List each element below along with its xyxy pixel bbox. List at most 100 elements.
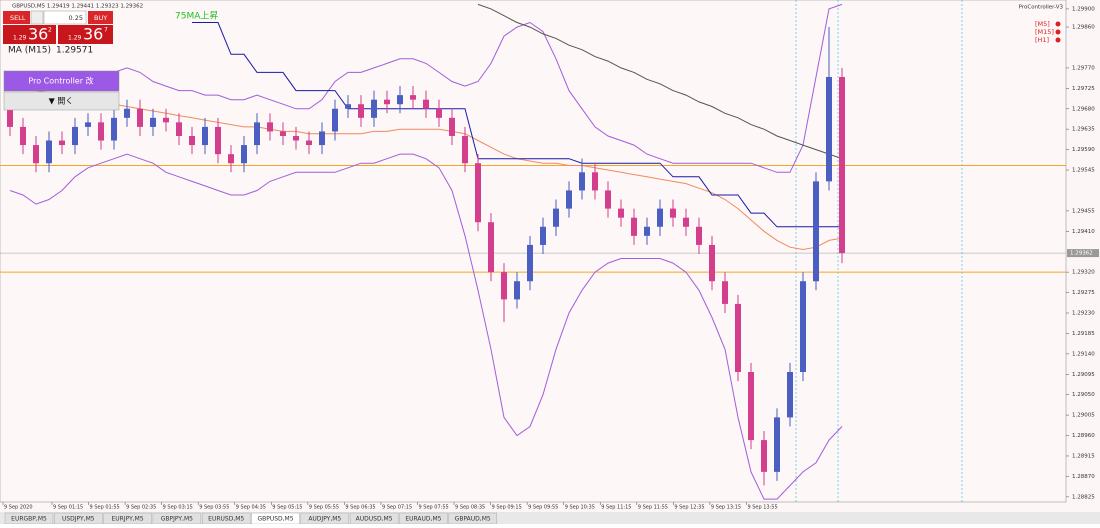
y-tick-label: 1.29140 <box>1072 351 1095 357</box>
candle-body <box>800 281 806 373</box>
y-tick-label: 1.29680 <box>1072 106 1095 112</box>
open-button[interactable] <box>3 91 120 111</box>
x-tick-label: 9 Sep 13:15 <box>711 505 741 511</box>
candle-body <box>735 303 741 373</box>
candle-body <box>280 131 286 136</box>
y-tick-label: 1.29590 <box>1072 147 1095 153</box>
x-tick-label: 9 Sep 11:55 <box>638 505 668 511</box>
y-tick-label: 1.28960 <box>1072 433 1095 439</box>
candle-body <box>761 440 767 472</box>
x-tick-label: 9 Sep 05:15 <box>272 505 302 511</box>
candle-body <box>241 145 247 164</box>
tab-label: EURGBP,M5 <box>11 516 47 523</box>
indicator-line <box>10 3 843 173</box>
buy-button[interactable] <box>88 11 113 24</box>
x-tick-label: 9 Sep 03:15 <box>163 505 193 511</box>
y-tick-label: 1.29050 <box>1072 392 1095 398</box>
x-tick-label: 9 Sep 2020 <box>4 505 33 511</box>
timeframe-icon <box>1055 29 1061 35</box>
candle-body <box>72 126 78 146</box>
lot-text: 0.25 <box>69 14 83 22</box>
symbol-header: GBPUSD,M5 1.29419 1.29441 1.29323 1.2936… <box>12 4 143 10</box>
candle-body <box>683 217 689 227</box>
x-tick-label: 9 Sep 11:15 <box>601 505 631 511</box>
candle-body <box>332 108 338 132</box>
y-tick-label: 1.29005 <box>1072 413 1095 419</box>
y-tick-label: 1.29230 <box>1072 311 1095 317</box>
candle-body <box>293 135 299 141</box>
candle-body <box>345 104 351 109</box>
candle-body <box>358 104 364 118</box>
candle-body <box>137 108 143 127</box>
candle-body <box>397 95 403 105</box>
open-text: ▼ 開く <box>49 97 74 106</box>
candle-body <box>384 99 390 105</box>
candle-body <box>449 117 455 136</box>
indicator-line <box>9 81 843 251</box>
x-tick-label: 9 Sep 01:15 <box>53 505 83 511</box>
candle-body <box>722 281 728 304</box>
candle-body <box>202 126 208 146</box>
candle-body <box>46 140 52 164</box>
tab-label: EURAUD,M5 <box>405 516 441 523</box>
candle-body <box>813 181 819 282</box>
candle-body <box>774 417 780 472</box>
candle-body <box>579 172 585 191</box>
candle-body <box>306 140 312 146</box>
candle-body <box>553 208 559 227</box>
candle-body <box>475 163 481 223</box>
x-tick-label: 9 Sep 02:35 <box>126 505 156 511</box>
y-tick-label: 1.29860 <box>1072 25 1095 31</box>
y-tick-label: 1.28870 <box>1072 474 1095 480</box>
candle-body <box>254 122 260 146</box>
candle-body <box>85 122 91 127</box>
candle-body <box>33 145 39 164</box>
candle-body <box>163 117 169 123</box>
x-tick-label: 9 Sep 10:35 <box>565 505 595 511</box>
tab-label: AUDJPY,M5 <box>308 516 341 523</box>
tab-label: GBPAUD,M5 <box>455 516 491 523</box>
x-tick-label: 9 Sep 09:55 <box>528 505 558 511</box>
candle-body <box>98 122 104 141</box>
lot-down[interactable] <box>30 10 44 25</box>
sell-price[interactable] <box>3 25 56 44</box>
y-tick-label: 1.29410 <box>1072 229 1095 235</box>
timeframe-icon <box>1055 37 1061 43</box>
x-tick-label: 9 Sep 08:35 <box>455 505 485 511</box>
sell-small: 1.29 <box>13 35 27 42</box>
lot-input[interactable] <box>43 10 87 25</box>
candle-body <box>371 99 377 118</box>
candle-body <box>618 208 624 218</box>
tab-label: AUDUSD,M5 <box>356 516 393 523</box>
sell-button[interactable] <box>3 11 30 24</box>
y-tick-label: 1.29900 <box>1072 6 1095 12</box>
buy-small: 1.29 <box>68 35 82 42</box>
y-tick-label: 1.29455 <box>1072 208 1095 214</box>
buy-price[interactable] <box>58 25 113 44</box>
controller-button[interactable] <box>3 70 120 92</box>
x-tick-label: 9 Sep 04:35 <box>236 505 266 511</box>
candle-body <box>540 226 546 245</box>
tab-label: EURJPY,M5 <box>112 516 144 523</box>
candle-body <box>150 117 156 127</box>
candle-body <box>410 95 416 100</box>
x-tick-label: 9 Sep 03:55 <box>199 505 229 511</box>
buy-big: 36 <box>83 25 103 44</box>
indicator-note: 75MA上昇 <box>175 11 218 22</box>
marks <box>0 3 1066 500</box>
ma-label: MA (M15) <box>8 46 51 56</box>
candle-body <box>696 226 702 245</box>
tab-label: GBPUSD,M5 <box>257 516 293 523</box>
timeframe-label: [M15] <box>1035 28 1054 36</box>
candle-body <box>514 281 520 300</box>
candle-body <box>111 117 117 141</box>
x-tick-label: 9 Sep 13:55 <box>747 505 777 511</box>
controller-text: Pro Controller 改 <box>28 76 93 86</box>
current-price-label: 1.29362 <box>1070 251 1093 257</box>
candle-body <box>462 135 468 164</box>
y-tick-label: 1.29725 <box>1072 86 1095 92</box>
y-tick-label: 1.28915 <box>1072 453 1095 459</box>
y-tick-label: 1.29635 <box>1072 127 1095 133</box>
candle-body <box>20 126 26 146</box>
candle-body <box>566 190 572 209</box>
